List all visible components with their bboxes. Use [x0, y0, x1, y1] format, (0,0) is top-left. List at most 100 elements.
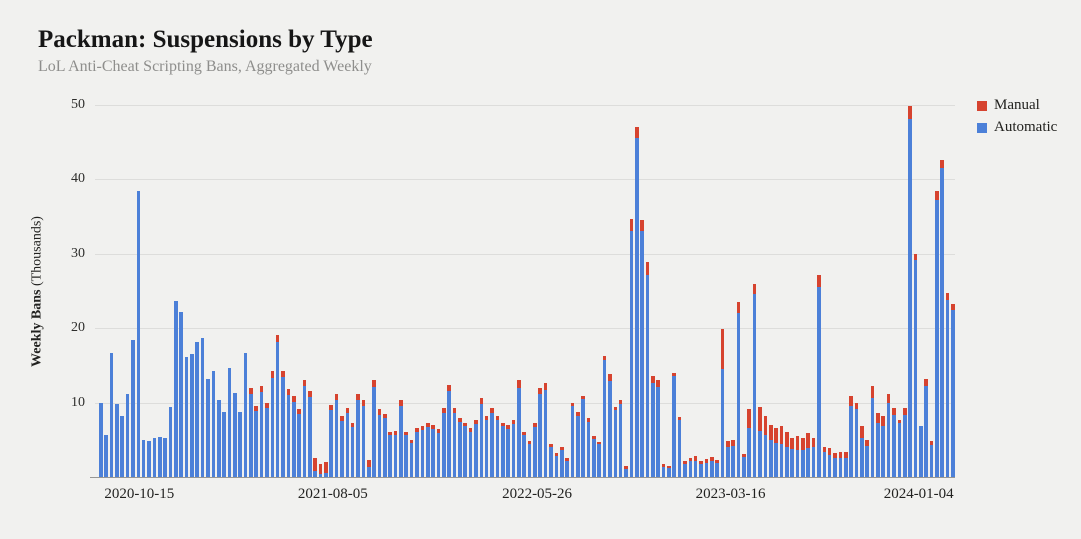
bar-segment-automatic	[259, 392, 264, 477]
bar-segment-automatic	[157, 436, 162, 477]
bar-week-19	[200, 337, 205, 477]
bar-segment-automatic	[232, 392, 237, 477]
bar-segment-manual	[709, 456, 714, 462]
bar-segment-manual	[699, 461, 703, 465]
y-tick-label-50: 50	[71, 97, 85, 112]
gridline-30	[95, 253, 955, 255]
bar-segment-manual	[624, 465, 628, 469]
bar-segment-automatic	[817, 287, 821, 477]
bar-segment-automatic	[747, 427, 752, 477]
bar-week-29	[254, 406, 259, 477]
bar-segment-manual	[693, 456, 698, 461]
bar-week-34	[281, 370, 285, 477]
bar-segment-automatic	[785, 446, 789, 477]
bar-segment-automatic	[597, 444, 602, 477]
bar-segment-manual	[688, 458, 693, 462]
x-axis-baseline	[90, 477, 96, 478]
bar-week-67	[458, 417, 462, 477]
bar-segment-manual	[586, 418, 591, 422]
bar-segment-automatic	[876, 423, 880, 477]
bar-segment-automatic	[768, 439, 773, 477]
bar-week-140	[849, 395, 853, 477]
bar-segment-automatic	[350, 427, 355, 477]
bar-week-78	[517, 380, 521, 477]
bar-week-3	[115, 404, 119, 477]
bar-segment-manual	[940, 160, 945, 169]
bar-week-73	[490, 407, 494, 477]
bar-week-102	[645, 262, 650, 477]
bar-segment-automatic	[608, 381, 612, 477]
bar-segment-manual	[361, 399, 366, 406]
bar-week-93	[597, 442, 602, 477]
x-tick-label-2022-05-26: 2022-05-26	[502, 486, 573, 502]
bar-segment-automatic	[511, 424, 516, 477]
bar-segment-automatic	[163, 438, 167, 477]
bar-week-24	[227, 367, 232, 477]
bar-segment-manual	[779, 426, 784, 445]
bar-week-4	[120, 416, 125, 477]
legend-label: Automatic	[994, 119, 1058, 135]
bar-segment-automatic	[302, 386, 307, 477]
bar-week-45	[340, 416, 344, 477]
bar-segment-automatic	[731, 445, 735, 477]
bar-week-108	[677, 416, 682, 477]
bar-segment-automatic	[474, 424, 478, 477]
gridline-20	[95, 328, 955, 330]
bar-segment-automatic	[908, 119, 912, 477]
bar-week-157	[940, 160, 945, 477]
bar-segment-automatic	[463, 426, 468, 477]
bar-week-113	[704, 459, 709, 477]
bar-week-105	[661, 463, 666, 477]
bar-segment-manual	[479, 398, 484, 405]
bar-segment-manual	[608, 374, 612, 382]
bar-segment-automatic	[484, 420, 489, 477]
bar-segment-manual	[742, 453, 746, 457]
bar-week-10	[152, 438, 157, 477]
bar-week-71	[479, 398, 484, 477]
bar-week-46	[345, 407, 350, 477]
bar-week-17	[190, 353, 194, 477]
bar-week-51	[372, 379, 376, 477]
bar-segment-automatic	[549, 446, 553, 477]
bar-segment-automatic	[806, 447, 811, 477]
bar-segment-manual	[506, 424, 510, 429]
y-tick-label-30: 30	[71, 245, 85, 261]
bar-segment-manual	[517, 380, 521, 388]
bar-segment-automatic	[543, 389, 548, 477]
bar-week-44	[334, 394, 339, 477]
bar-week-139	[843, 451, 848, 477]
bar-week-49	[361, 399, 366, 477]
bar-segment-automatic	[715, 462, 719, 477]
bar-segment-automatic	[297, 413, 301, 477]
bar-week-72	[484, 416, 489, 477]
bar-week-87	[565, 458, 569, 477]
bar-segment-manual	[822, 446, 827, 453]
bar-segment-manual	[527, 441, 532, 445]
bar-segment-manual	[876, 413, 880, 424]
bar-week-129	[790, 438, 794, 477]
bar-segment-automatic	[538, 394, 543, 477]
bar-week-55	[393, 430, 398, 477]
bar-week-142	[860, 426, 864, 477]
bar-segment-manual	[500, 422, 505, 427]
bar-week-57	[404, 431, 409, 477]
bar-segment-manual	[731, 439, 735, 446]
bar-week-156	[935, 190, 939, 477]
bar-week-101	[640, 219, 644, 477]
bar-segment-manual	[340, 416, 344, 422]
bar-segment-automatic	[913, 259, 918, 477]
y-tick-label-10: 10	[71, 394, 85, 410]
bar-segment-manual	[726, 441, 730, 448]
bar-week-12	[163, 438, 167, 477]
bar-segment-automatic	[924, 385, 928, 477]
bar-segment-automatic	[656, 386, 660, 477]
bar-segment-automatic	[613, 410, 618, 477]
bar-segment-manual	[447, 384, 451, 392]
y-tick-label-20: 20	[71, 320, 85, 336]
y-axis-title-unit: (Thousands)	[29, 216, 45, 290]
bar-segment-manual	[383, 413, 387, 419]
bar-week-50	[366, 459, 371, 477]
bar-segment-automatic	[634, 138, 639, 477]
bar-segment-manual	[393, 430, 398, 435]
bar-week-104	[656, 380, 660, 477]
